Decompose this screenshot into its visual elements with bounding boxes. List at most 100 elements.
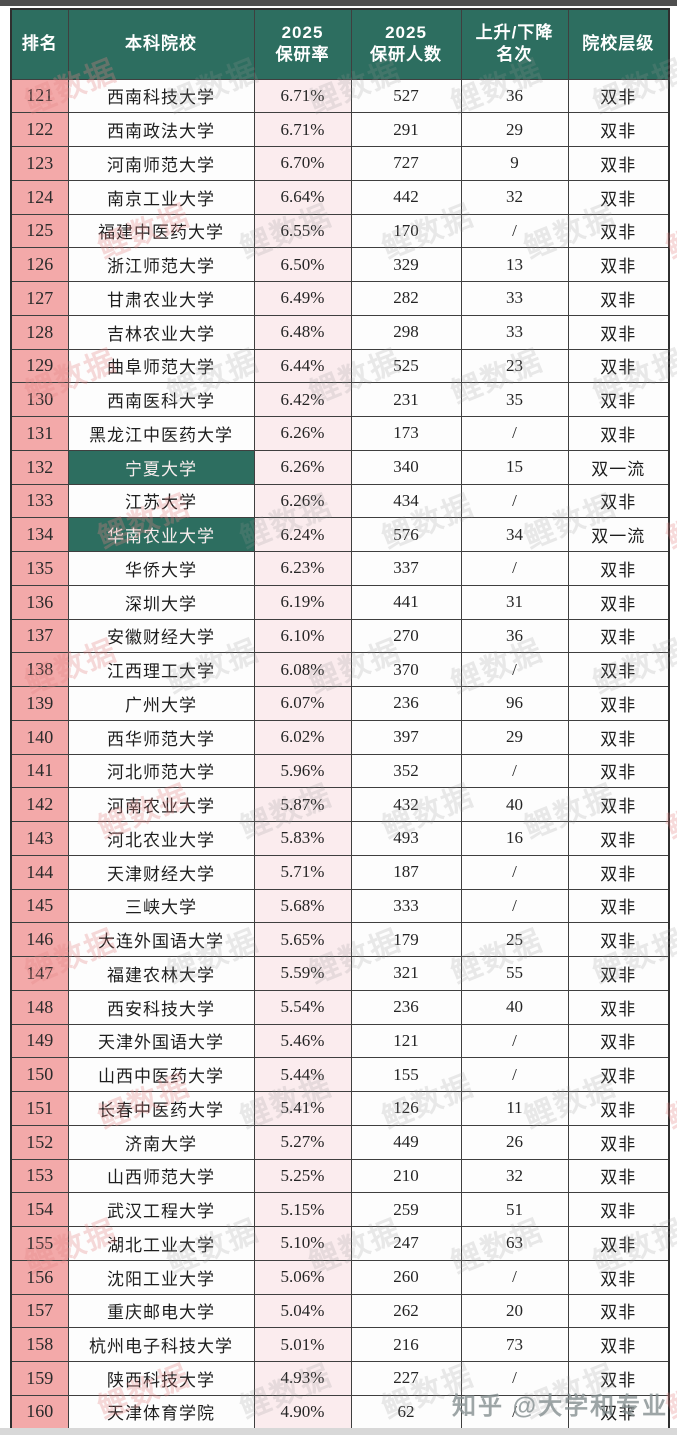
rate-cell: 5.27%	[253, 1124, 352, 1160]
university-name-cell: 安徽财经大学	[67, 618, 255, 654]
tier-cell: 双非	[567, 1091, 670, 1126]
change-cell: /	[460, 1057, 569, 1092]
table-row: 133 江苏大学 6.26% 434 / 双非	[10, 483, 670, 519]
rate-cell: 6.64%	[253, 179, 352, 215]
credit-watermark: 知乎 @大学和专业	[452, 1393, 669, 1420]
change-cell: /	[460, 1023, 569, 1059]
count-cell: 227	[350, 1361, 462, 1396]
rank-cell: 124	[10, 179, 69, 215]
tier-cell: 双非	[567, 787, 670, 822]
university-name-cell: 广州大学	[67, 686, 255, 721]
change-cell: 63	[460, 1226, 569, 1261]
rank-cell: 129	[10, 348, 69, 384]
tier-cell: 双非	[567, 1124, 670, 1160]
university-name-cell: 河南师范大学	[67, 146, 255, 181]
change-cell: 33	[460, 314, 569, 350]
tier-cell: 双非	[567, 1158, 670, 1194]
change-cell: /	[460, 416, 569, 451]
change-cell: 73	[460, 1327, 569, 1362]
count-cell: 397	[350, 719, 462, 755]
count-cell: 170	[350, 213, 462, 249]
tier-cell: 双非	[567, 551, 670, 586]
rate-cell: 5.10%	[253, 1226, 352, 1261]
university-name-cell: 长春中医药大学	[67, 1091, 255, 1126]
university-name-cell: 河北师范大学	[67, 753, 255, 789]
table-row: 125 福建中医药大学 6.55% 170 / 双非	[10, 213, 670, 249]
rate-cell: 6.26%	[253, 416, 352, 451]
rank-cell: 125	[10, 213, 69, 249]
tier-cell: 双非	[567, 483, 670, 519]
rate-cell: 5.44%	[253, 1057, 352, 1092]
rate-cell: 6.08%	[253, 652, 352, 687]
table-row: 153 山西师范大学 5.25% 210 32 双非	[10, 1158, 670, 1194]
table-row: 140 西华师范大学 6.02% 397 29 双非	[10, 719, 670, 755]
rank-cell: 128	[10, 314, 69, 350]
rate-cell: 6.55%	[253, 213, 352, 249]
count-cell: 321	[350, 956, 462, 991]
rate-cell: 4.90%	[253, 1394, 352, 1430]
rank-cell: 134	[10, 517, 69, 552]
rate-cell: 6.24%	[253, 517, 352, 552]
rate-cell: 6.02%	[253, 719, 352, 755]
change-cell: 55	[460, 956, 569, 991]
rate-cell: 5.06%	[253, 1259, 352, 1295]
university-name-cell: 西安科技大学	[67, 989, 255, 1025]
university-name-cell: 福建农林大学	[67, 956, 255, 991]
header-university: 本科院校	[67, 8, 255, 80]
tier-cell: 双非	[567, 179, 670, 215]
change-cell: 32	[460, 1158, 569, 1194]
table-row: 157 重庆邮电大学 5.04% 262 20 双非	[10, 1293, 670, 1329]
tier-cell: 双非	[567, 618, 670, 654]
count-cell: 441	[350, 584, 462, 620]
table-row: 143 河北农业大学 5.83% 493 16 双非	[10, 821, 670, 856]
rank-cell: 136	[10, 584, 69, 620]
table-header: 排名 本科院校 2025 保研率 2025 保研人数 上升/下降 名次 院校层级	[10, 8, 670, 80]
change-cell: 96	[460, 686, 569, 721]
count-cell: 525	[350, 348, 462, 384]
rank-cell: 130	[10, 382, 69, 417]
count-cell: 236	[350, 686, 462, 721]
change-cell: 26	[460, 1124, 569, 1160]
rank-cell: 152	[10, 1124, 69, 1160]
university-name-cell: 天津体育学院	[67, 1394, 255, 1430]
table-row: 136 深圳大学 6.19% 441 31 双非	[10, 584, 670, 620]
change-cell: /	[460, 1259, 569, 1295]
count-cell: 493	[350, 821, 462, 856]
rank-cell: 150	[10, 1057, 69, 1092]
rate-cell: 6.50%	[253, 247, 352, 282]
university-name-cell: 华南农业大学	[67, 517, 255, 552]
rank-cell: 145	[10, 888, 69, 924]
change-cell: /	[460, 854, 569, 890]
university-name-cell: 大连外国语大学	[67, 922, 255, 957]
tier-cell: 双非	[567, 247, 670, 282]
rate-cell: 5.71%	[253, 854, 352, 890]
university-name-cell: 西南政法大学	[67, 112, 255, 147]
tier-cell: 双非	[567, 821, 670, 856]
count-cell: 173	[350, 416, 462, 451]
university-name-cell: 湖北工业大学	[67, 1226, 255, 1261]
rate-cell: 5.46%	[253, 1023, 352, 1059]
rank-cell: 123	[10, 146, 69, 181]
university-name-cell: 天津财经大学	[67, 854, 255, 890]
count-cell: 210	[350, 1158, 462, 1194]
change-cell: 34	[460, 517, 569, 552]
table-row: 138 江西理工大学 6.08% 370 / 双非	[10, 652, 670, 687]
table-row: 154 武汉工程大学 5.15% 259 51 双非	[10, 1192, 670, 1227]
university-name-cell: 深圳大学	[67, 584, 255, 620]
count-cell: 260	[350, 1259, 462, 1295]
tier-cell: 双非	[567, 1361, 670, 1396]
count-cell: 126	[350, 1091, 462, 1126]
change-cell: /	[460, 483, 569, 519]
change-cell: 25	[460, 922, 569, 957]
change-cell: 29	[460, 112, 569, 147]
rank-cell: 160	[10, 1394, 69, 1430]
count-cell: 236	[350, 989, 462, 1025]
change-cell: /	[460, 753, 569, 789]
table-row: 152 济南大学 5.27% 449 26 双非	[10, 1124, 670, 1160]
university-name-cell: 天津外国语大学	[67, 1023, 255, 1059]
rate-cell: 5.59%	[253, 956, 352, 991]
rate-cell: 5.65%	[253, 922, 352, 957]
change-cell: /	[460, 1394, 569, 1430]
rank-cell: 122	[10, 112, 69, 147]
university-name-cell: 曲阜师范大学	[67, 348, 255, 384]
